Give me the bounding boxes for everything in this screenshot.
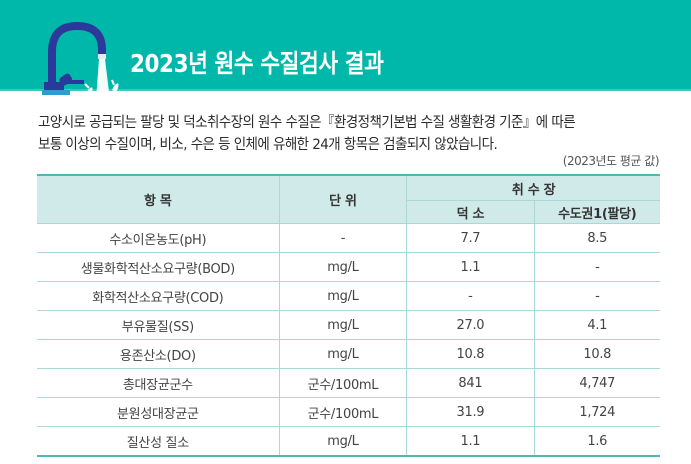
cell-paldang: - [533, 281, 660, 311]
header-banner [0, 0, 691, 91]
cell-deokso: 1.1 [406, 252, 535, 282]
cell-deokso: 1.1 [406, 426, 535, 457]
cell-paldang: 4.1 [533, 310, 660, 340]
cell-paldang: 8.5 [533, 223, 660, 253]
header-deokso: 덕 소 [406, 200, 535, 224]
cell-unit: 군수/100mL [278, 397, 408, 427]
cell-unit: mg/L [278, 252, 408, 282]
cell-deokso: 841 [406, 368, 535, 398]
table-row: 총대장균군수 군수/100mL 841 4,747 [37, 368, 660, 398]
cell-item: 분원성대장균군 [37, 397, 280, 427]
cell-deokso: 10.8 [406, 339, 535, 369]
cell-item: 수소이온농도(pH) [37, 223, 280, 253]
cell-deokso: 7.7 [406, 223, 535, 253]
table-row: 수소이온농도(pH) - 7.7 8.5 [37, 223, 660, 253]
cell-deokso: - [406, 281, 535, 311]
cell-unit: mg/L [278, 426, 408, 457]
header-paldang: 수도권1(팔당) [533, 200, 660, 224]
cell-item: 용존산소(DO) [37, 339, 280, 369]
intro-paragraph: 고양시로 공급되는 팔당 및 덕소취수장의 원수 수질은『환경정책기본법 수질 … [38, 112, 678, 156]
faucet-icon [42, 21, 119, 100]
header-unit: 단 위 [278, 174, 408, 224]
intro-line-2: 보통 이상의 수질이며, 비소, 수은 등 인체에 유해한 24개 항목은 검출… [38, 137, 498, 153]
cell-unit: 군수/100mL [278, 368, 408, 398]
table-row: 생물화학적산소요구량(BOD) mg/L 1.1 - [37, 252, 660, 282]
header-intake-group: 취 수 장 [406, 174, 660, 201]
page-title: 2023년 원수 수질검사 결과 [130, 49, 384, 78]
cell-unit: mg/L [278, 339, 408, 369]
cell-paldang: 10.8 [533, 339, 660, 369]
table-subheader-row: 덕 소 수도권1(팔당) [37, 200, 660, 224]
cell-item: 총대장균군수 [37, 368, 280, 398]
intro-line-1: 고양시로 공급되는 팔당 및 덕소취수장의 원수 수질은『환경정책기본법 수질 … [38, 115, 576, 131]
cell-paldang: 4,747 [533, 368, 660, 398]
table-row: 화학적산소요구량(COD) mg/L - - [37, 281, 660, 311]
header-item: 항 목 [37, 174, 280, 224]
cell-unit: mg/L [278, 310, 408, 340]
water-quality-table: 항 목 단 위 취 수 장 덕 소 수도권1(팔당) 수소이온농도(pH) - … [37, 174, 660, 457]
cell-paldang: 1,724 [533, 397, 660, 427]
table-row: 분원성대장균군 군수/100mL 31.9 1,724 [37, 397, 660, 427]
table-header-row: 항 목 단 위 취 수 장 [37, 174, 660, 224]
cell-item: 질산성 질소 [37, 426, 280, 457]
cell-item: 화학적산소요구량(COD) [37, 281, 280, 311]
cell-unit: - [278, 223, 408, 253]
cell-deokso: 27.0 [406, 310, 535, 340]
cell-paldang: 1.6 [533, 426, 660, 457]
cell-item: 생물화학적산소요구량(BOD) [37, 252, 280, 282]
cell-item: 부유물질(SS) [37, 310, 280, 340]
cell-deokso: 31.9 [406, 397, 535, 427]
average-note: (2023년도 평균 값) [562, 154, 660, 168]
table-row: 부유물질(SS) mg/L 27.0 4.1 [37, 310, 660, 340]
banner-divider [0, 89, 691, 91]
cell-unit: mg/L [278, 281, 408, 311]
table-row: 질산성 질소 mg/L 1.1 1.6 [37, 426, 660, 457]
table-row: 용존산소(DO) mg/L 10.8 10.8 [37, 339, 660, 369]
cell-paldang: - [533, 252, 660, 282]
